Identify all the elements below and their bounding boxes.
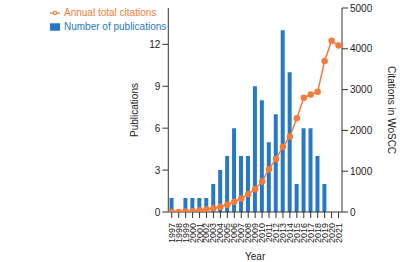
svg-text:2013: 2013: [277, 223, 288, 243]
svg-text:2006: 2006: [229, 223, 240, 243]
svg-text:9: 9: [155, 81, 161, 92]
svg-text:6: 6: [155, 123, 161, 134]
svg-text:5000: 5000: [350, 3, 373, 14]
html-text:Annual total citations: Annual total citations: [64, 7, 157, 18]
svg-text:3000: 3000: [350, 84, 373, 95]
svg-text:1999: 1999: [180, 223, 191, 243]
svg-text:2005: 2005: [222, 223, 233, 243]
svg-text:2009: 2009: [250, 223, 261, 243]
svg-text:1997: 1997: [166, 223, 177, 243]
html-text:Number of publications: Number of publications: [64, 21, 167, 32]
svg-text:2004: 2004: [215, 223, 226, 243]
svg-text:2020: 2020: [326, 223, 337, 243]
svg-text:0: 0: [350, 207, 356, 218]
svg-text:2018: 2018: [312, 223, 323, 243]
svg-text:2021: 2021: [334, 223, 344, 243]
svg-text:0: 0: [155, 207, 161, 218]
svg-text:2016: 2016: [298, 223, 309, 243]
svg-text:2000: 2000: [187, 223, 198, 243]
svg-text:2002: 2002: [201, 223, 212, 243]
svg-text:2017: 2017: [305, 223, 316, 243]
svg-text:2008: 2008: [243, 223, 254, 243]
svg-text:2012: 2012: [271, 223, 281, 243]
svg-text:12: 12: [149, 39, 161, 50]
svg-text:2014: 2014: [284, 223, 295, 243]
svg-text:4000: 4000: [350, 43, 373, 54]
svg-text:2019: 2019: [319, 223, 330, 243]
svg-text:2015: 2015: [291, 223, 302, 243]
svg-text:1998: 1998: [173, 223, 184, 243]
svg-text:2003: 2003: [208, 223, 219, 243]
svg-text:2010: 2010: [257, 223, 268, 243]
svg-text:2007: 2007: [236, 223, 247, 243]
svg-text:2001: 2001: [194, 223, 205, 243]
svg-text:Citations in WoSCC: Citations in WoSCC: [386, 66, 392, 154]
svg-text:2000: 2000: [350, 125, 373, 136]
svg-text:Year: Year: [245, 251, 266, 262]
svg-text:3: 3: [155, 165, 161, 176]
svg-text:Publications: Publications: [129, 83, 140, 137]
svg-text:1000: 1000: [350, 166, 373, 177]
svg-text:2011: 2011: [264, 223, 274, 243]
